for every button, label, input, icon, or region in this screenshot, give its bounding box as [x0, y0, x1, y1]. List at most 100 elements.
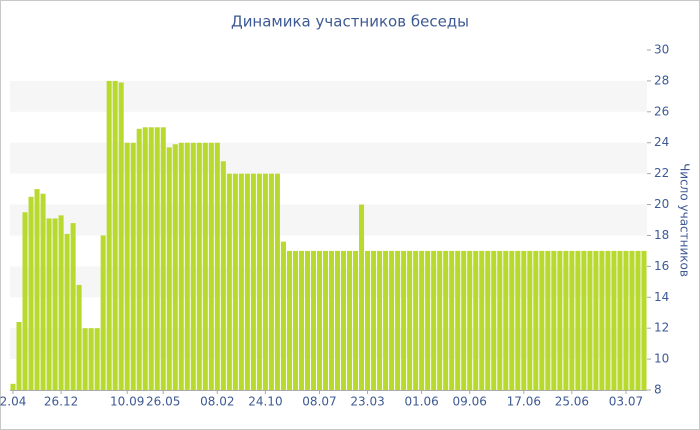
bar [371, 250, 377, 390]
bar [136, 128, 142, 390]
bar [509, 250, 515, 390]
x-tick-label: 10.09 [110, 395, 144, 409]
bar [515, 250, 521, 390]
bar [425, 250, 431, 390]
bar [521, 250, 527, 390]
x-tick-label: 26.05 [146, 395, 180, 409]
x-tick-label: 2.04 [0, 395, 26, 409]
y-tick-label: 28 [654, 73, 669, 87]
bar [190, 142, 196, 390]
bar [365, 250, 371, 390]
y-tick-label: 8 [654, 383, 662, 397]
bar [377, 250, 383, 390]
bar [274, 173, 280, 390]
bar [407, 250, 413, 390]
bar [533, 250, 539, 390]
bar [94, 328, 100, 390]
x-tick-label: 23.03 [350, 395, 384, 409]
bar [389, 250, 395, 390]
bar [202, 142, 208, 390]
bar [635, 250, 641, 390]
bar [545, 250, 551, 390]
bar [485, 250, 491, 390]
bar [286, 250, 292, 390]
bar [479, 250, 485, 390]
x-tick-label: 08.07 [302, 395, 336, 409]
bar [160, 127, 166, 390]
bar [617, 250, 623, 390]
bar [268, 173, 274, 390]
x-tick-label: 01.06 [404, 395, 438, 409]
bar [178, 142, 184, 390]
bar [551, 250, 557, 390]
x-tick-label: 08.02 [200, 395, 234, 409]
bar [238, 173, 244, 390]
bar [557, 250, 563, 390]
y-tick-label: 10 [654, 352, 669, 366]
bar [262, 173, 268, 390]
grid-band [10, 80, 647, 112]
bar [413, 250, 419, 390]
bar [130, 142, 136, 390]
bar [359, 204, 365, 390]
y-tick-label: 24 [654, 135, 669, 149]
bar [383, 250, 389, 390]
x-tick-label: 26.12 [44, 395, 78, 409]
y-tick-label: 18 [654, 228, 669, 242]
bar [629, 250, 635, 390]
bar [232, 173, 238, 390]
bar [395, 250, 401, 390]
bar [154, 127, 160, 390]
bar [88, 328, 94, 390]
y-axis-label: Число участников [678, 163, 692, 277]
x-tick-label: 25.06 [555, 395, 589, 409]
bar [605, 250, 611, 390]
bar [623, 250, 629, 390]
bar [599, 250, 605, 390]
bar [503, 250, 509, 390]
bar [28, 196, 34, 390]
y-tick-label: 20 [654, 197, 669, 211]
bar [310, 250, 317, 390]
bar [497, 250, 503, 390]
bar [208, 142, 214, 390]
bar [118, 82, 124, 391]
bar [611, 250, 617, 390]
bar [353, 250, 359, 390]
y-tick-label: 26 [654, 104, 669, 118]
bar [34, 189, 40, 390]
bar [10, 383, 16, 390]
bar [569, 250, 575, 390]
bar [304, 250, 310, 390]
bar [292, 250, 298, 390]
bar [220, 161, 226, 390]
bar [461, 250, 467, 390]
bar [437, 250, 443, 390]
bar [539, 250, 545, 390]
bar [455, 250, 461, 390]
bar [46, 218, 52, 390]
bar [575, 250, 581, 390]
bar [70, 223, 76, 390]
bar [316, 250, 323, 390]
bar [340, 250, 347, 390]
bar [124, 142, 130, 390]
x-tick-label: 17.06 [507, 395, 541, 409]
bar [641, 250, 647, 390]
bar [106, 80, 112, 390]
bar [148, 127, 154, 390]
bar [431, 250, 437, 390]
bar [347, 250, 353, 390]
chart-title: Динамика участников беседы [231, 13, 469, 31]
y-tick-label: 22 [654, 166, 669, 180]
bar [214, 142, 220, 390]
bar [256, 173, 262, 390]
bar [250, 173, 256, 390]
grid-band [10, 204, 647, 236]
bar [226, 173, 232, 390]
bar [401, 250, 407, 390]
bar [172, 144, 178, 390]
bar [334, 250, 341, 390]
bar [491, 250, 497, 390]
